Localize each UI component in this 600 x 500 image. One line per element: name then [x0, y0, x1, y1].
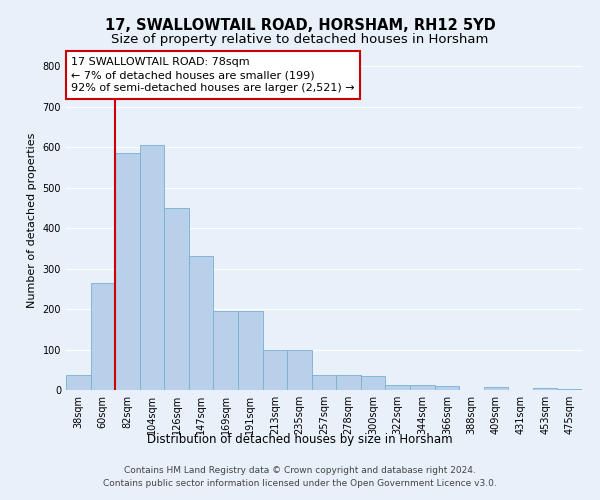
- Y-axis label: Number of detached properties: Number of detached properties: [27, 132, 37, 308]
- Bar: [557, 389, 582, 390]
- Bar: [115, 153, 140, 390]
- Bar: [336, 374, 361, 390]
- Text: Distribution of detached houses by size in Horsham: Distribution of detached houses by size …: [147, 432, 453, 446]
- Bar: [91, 282, 115, 390]
- Bar: [287, 350, 312, 390]
- Bar: [385, 384, 410, 390]
- Bar: [214, 311, 238, 390]
- Bar: [434, 386, 459, 390]
- Text: Size of property relative to detached houses in Horsham: Size of property relative to detached ho…: [112, 32, 488, 46]
- Bar: [484, 387, 508, 390]
- Bar: [164, 208, 189, 390]
- Bar: [189, 256, 214, 390]
- Bar: [238, 311, 263, 390]
- Bar: [66, 374, 91, 390]
- Bar: [410, 384, 434, 390]
- Text: 17 SWALLOWTAIL ROAD: 78sqm
← 7% of detached houses are smaller (199)
92% of semi: 17 SWALLOWTAIL ROAD: 78sqm ← 7% of detac…: [71, 57, 355, 93]
- Bar: [140, 145, 164, 390]
- Bar: [533, 388, 557, 390]
- Bar: [361, 376, 385, 390]
- Text: Contains HM Land Registry data © Crown copyright and database right 2024.
Contai: Contains HM Land Registry data © Crown c…: [103, 466, 497, 487]
- Bar: [263, 350, 287, 390]
- Text: 17, SWALLOWTAIL ROAD, HORSHAM, RH12 5YD: 17, SWALLOWTAIL ROAD, HORSHAM, RH12 5YD: [104, 18, 496, 32]
- Bar: [312, 374, 336, 390]
